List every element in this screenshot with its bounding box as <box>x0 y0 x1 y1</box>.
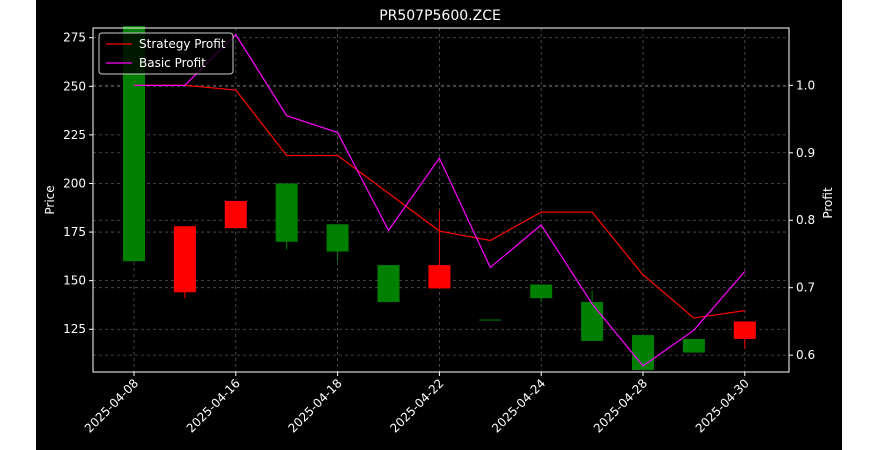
y-tick-label: 275 <box>63 31 86 45</box>
plot-frame <box>92 27 790 373</box>
y2-tick-label: 0.7 <box>796 281 815 295</box>
y-tick-label: 125 <box>63 322 86 336</box>
x-tick-label: 2025-04-28 <box>591 376 650 435</box>
candle-body <box>733 321 756 339</box>
candle-body <box>224 200 247 229</box>
candle-body <box>275 183 298 242</box>
candle-body <box>173 226 196 293</box>
candle-body <box>581 302 604 341</box>
candle-body <box>530 284 553 299</box>
grid-lines <box>93 28 789 372</box>
x-tick-label: 2025-04-08 <box>82 376 141 435</box>
x-axis-ticks: 2025-04-08 2025-04-16 2025-04-18 2025-04-22… <box>82 372 752 435</box>
y-tick-label: 200 <box>63 176 86 190</box>
x-tick-label: 2025-04-30 <box>693 376 752 435</box>
legend-label-strategy: Strategy Profit <box>139 37 226 51</box>
y-axis-ticks: 125 150 175 200 225 250 275 <box>63 31 93 336</box>
candle-body <box>428 265 451 289</box>
x-tick-label: 2025-04-18 <box>286 376 345 435</box>
y-tick-label: 250 <box>63 79 86 93</box>
candle-body <box>632 335 654 371</box>
chart-svg: PR507P5600.ZCE 125 150 175 200 225 250 275 0.6… <box>43 8 835 435</box>
y2-axis-ticks: 0.6 0.7 0.8 0.9 1.0 <box>789 78 815 362</box>
y2-tick-label: 0.9 <box>796 146 815 160</box>
chart-title: PR507P5600.ZCE <box>379 8 501 24</box>
y-tick-label: 175 <box>63 225 86 239</box>
candle-body <box>479 319 502 321</box>
y-tick-label: 225 <box>63 128 86 142</box>
y2-tick-label: 1.0 <box>796 78 815 92</box>
x-tick-label: 2025-04-16 <box>184 376 243 435</box>
candle-body <box>377 265 400 303</box>
legend: Strategy Profit Basic Profit <box>98 32 234 75</box>
chart-figure: PR507P5600.ZCE 125 150 175 200 225 250 275 0.6… <box>36 0 842 450</box>
x-tick-label: 2025-04-24 <box>489 376 548 435</box>
legend-box <box>98 32 234 75</box>
legend-label-basic: Basic Profit <box>139 56 206 70</box>
y2-tick-label: 0.8 <box>796 213 815 227</box>
x-tick-label: 2025-04-22 <box>387 376 446 435</box>
y-axis-label: Price <box>43 185 57 214</box>
candle-body <box>326 224 349 252</box>
candle-body <box>682 338 705 353</box>
y2-axis-label: Profit <box>821 187 835 219</box>
y-tick-label: 150 <box>63 274 86 288</box>
profit-lines <box>134 33 746 367</box>
strategy-profit-line <box>134 84 745 319</box>
basic-profit-line <box>134 33 746 367</box>
y2-tick-label: 0.6 <box>796 348 815 362</box>
